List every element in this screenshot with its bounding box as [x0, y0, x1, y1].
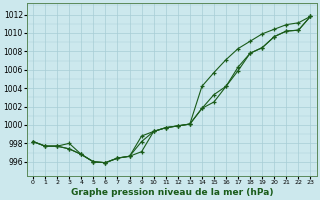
X-axis label: Graphe pression niveau de la mer (hPa): Graphe pression niveau de la mer (hPa) [70, 188, 273, 197]
